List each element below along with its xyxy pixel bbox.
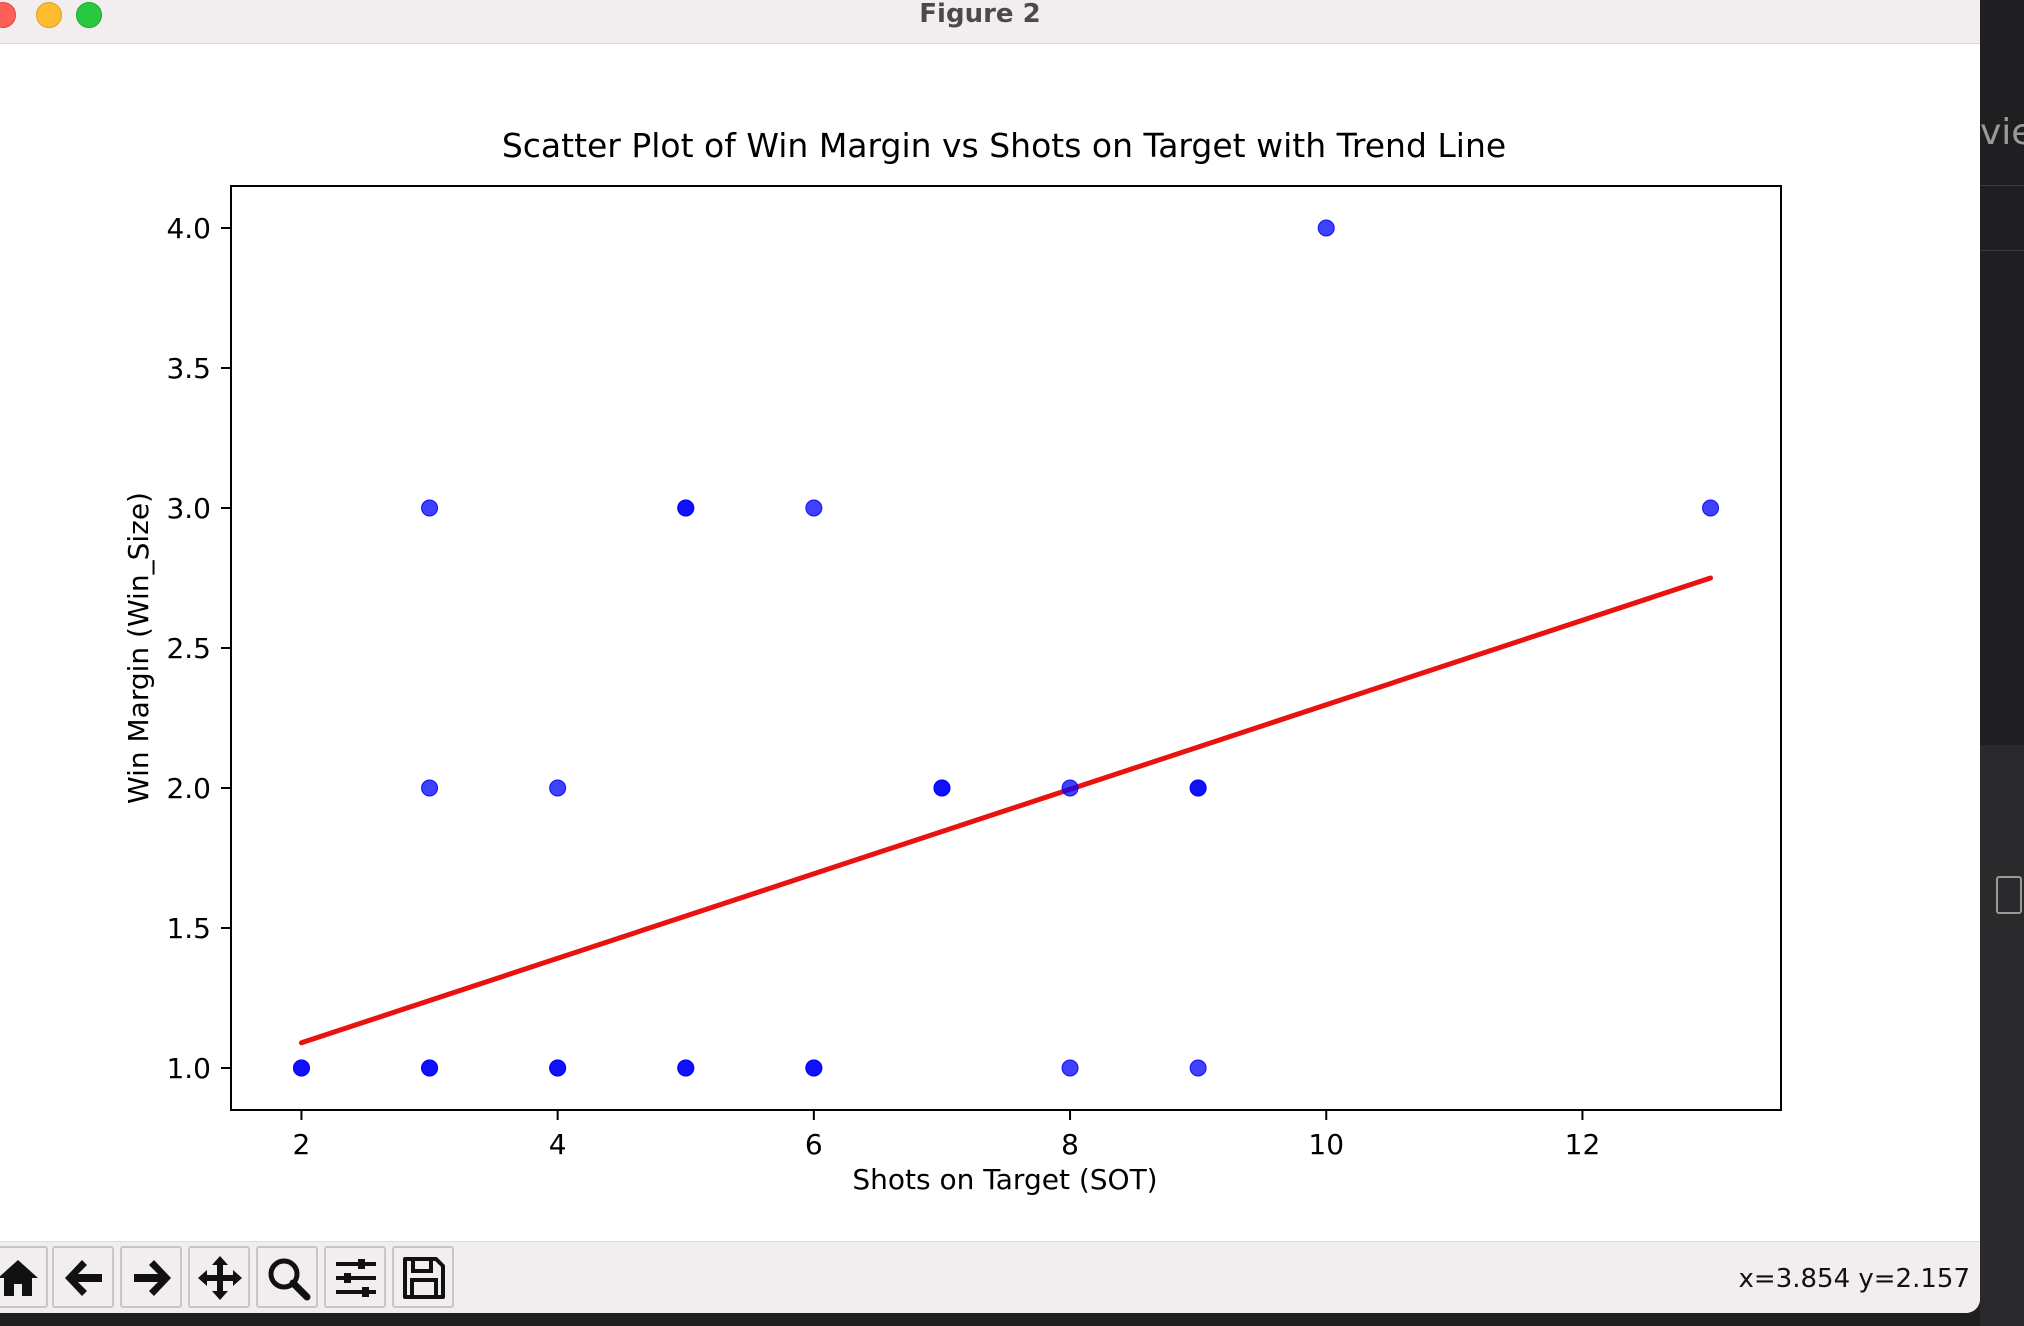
scatter-point [1061, 1059, 1079, 1077]
scatter-point [1189, 1059, 1207, 1077]
chart-title: Scatter Plot of Win Margin vs Shots on T… [502, 126, 1506, 165]
x-tick-label: 12 [1565, 1128, 1601, 1161]
background-app-control [1996, 876, 2022, 914]
y-tick-label: 1.0 [166, 1052, 211, 1085]
y-tick-label: 2.5 [166, 632, 211, 665]
back-button[interactable] [52, 1246, 114, 1308]
x-tick-label: 6 [805, 1128, 823, 1161]
home-button[interactable] [0, 1246, 48, 1308]
x-tick-label: 2 [293, 1128, 311, 1161]
scatter-point [805, 499, 823, 517]
scatter-point [1702, 499, 1720, 517]
pan-button[interactable] [188, 1246, 250, 1308]
background-app-panel [1980, 745, 2024, 1326]
coordinate-readout: x=3.854 y=2.157 [1738, 1264, 1970, 1294]
scatter-point [421, 1059, 439, 1077]
y-tick-label: 1.5 [166, 912, 211, 945]
y-tick-label: 2.0 [166, 772, 211, 805]
configure-subplots-icon [336, 1259, 376, 1297]
y-tick-label: 3.0 [166, 492, 211, 525]
trend-line [298, 575, 1714, 1046]
zoom-magnifier-icon [268, 1258, 311, 1301]
plot-area[interactable] [230, 185, 1782, 1111]
home-icon [0, 1260, 38, 1296]
y-tick-label: 4.0 [166, 212, 211, 245]
save-button[interactable] [392, 1246, 454, 1308]
configure-subplots-button[interactable] [324, 1246, 386, 1308]
x-axis: 2 4 6 8 10 12 [293, 1110, 1601, 1161]
scatter-point [933, 779, 951, 797]
y-tick-label: 3.5 [166, 352, 211, 385]
scatter-point [549, 779, 567, 797]
zoom-button[interactable] [256, 1246, 318, 1308]
minimize-window-button[interactable] [36, 2, 62, 28]
scatter-point [292, 1059, 310, 1077]
forward-arrow-icon [134, 1260, 171, 1296]
scatter-points [292, 219, 1720, 1077]
forward-button[interactable] [120, 1246, 182, 1308]
pan-move-icon [198, 1256, 242, 1300]
scatter-point [421, 779, 439, 797]
scatter-point [677, 499, 695, 517]
divider [1980, 250, 2024, 251]
y-axis-label: Win Margin (Win_Size) [122, 492, 155, 804]
save-floppy-icon [403, 1257, 445, 1299]
title-bar[interactable]: Figure 2 [0, 0, 1980, 44]
scatter-point [1061, 779, 1079, 797]
x-tick-label: 8 [1061, 1128, 1079, 1161]
scatter-point [805, 1059, 823, 1077]
scatter-point [677, 1059, 695, 1077]
background-app-edge: view [1980, 0, 2024, 1326]
x-axis-label: Shots on Target (SOT) [852, 1163, 1157, 1196]
scatter-point [421, 499, 439, 517]
scatter-point [549, 1059, 567, 1077]
x-tick-label: 4 [549, 1128, 567, 1161]
window-title: Figure 2 [919, 0, 1041, 29]
scatter-point [1317, 219, 1335, 237]
navigation-toolbar: x=3.854 y=2.157 [0, 1241, 1980, 1313]
back-arrow-icon [65, 1260, 102, 1296]
background-app-text: view [1980, 112, 2024, 153]
figure-canvas[interactable]: Scatter Plot of Win Margin vs Shots on T… [0, 44, 1980, 1240]
figure-window: Figure 2 Scatter Plot of Win Margin vs S… [0, 0, 1980, 1313]
divider [1980, 185, 2024, 186]
maximize-window-button[interactable] [76, 2, 102, 28]
y-axis: 1.0 1.5 2.0 2.5 3.0 3.5 4.0 [166, 212, 231, 1085]
x-tick-label: 10 [1308, 1128, 1344, 1161]
scatter-point [1189, 779, 1207, 797]
